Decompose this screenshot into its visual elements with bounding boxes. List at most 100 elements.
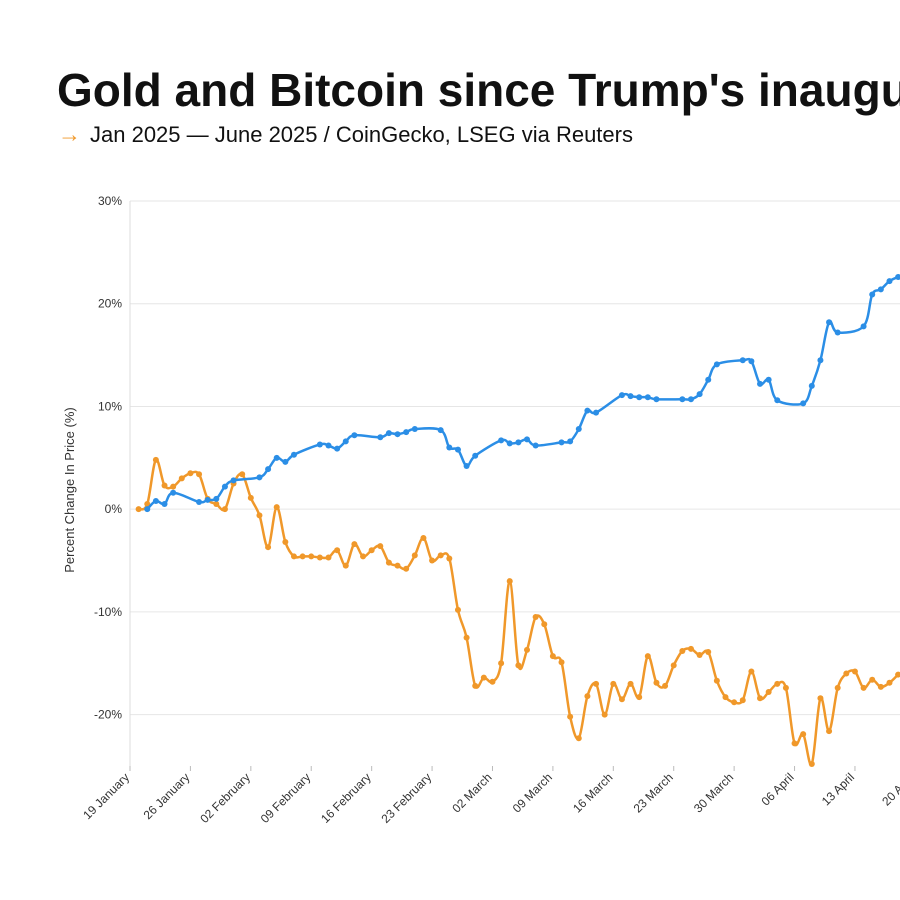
data-point <box>411 552 418 559</box>
data-point <box>316 441 323 448</box>
data-point <box>506 440 513 447</box>
data-point <box>808 760 815 767</box>
data-point <box>498 660 505 667</box>
data-point <box>290 451 297 458</box>
data-point <box>239 471 246 478</box>
data-point <box>342 438 349 445</box>
data-point <box>532 442 539 449</box>
y-axis-label: Percent Change In Price (%) <box>62 407 77 572</box>
data-point <box>593 409 600 416</box>
data-point <box>869 291 876 298</box>
data-point <box>834 684 841 691</box>
data-point <box>437 552 444 559</box>
data-point <box>213 495 220 502</box>
data-point <box>610 680 617 687</box>
data-point <box>377 434 384 441</box>
data-point <box>687 645 694 652</box>
data-point <box>558 659 565 666</box>
data-point <box>800 731 807 738</box>
x-tick-label: 26 January <box>141 770 193 822</box>
y-tick-label: -10% <box>94 605 122 619</box>
data-point <box>826 728 833 735</box>
data-point <box>860 323 867 330</box>
data-point <box>230 477 237 484</box>
data-point <box>196 471 203 478</box>
data-point <box>877 286 884 293</box>
data-point <box>722 694 729 701</box>
data-point <box>757 380 764 387</box>
x-tick-label: 16 February <box>318 770 374 826</box>
data-point <box>463 463 470 470</box>
data-point <box>187 470 194 477</box>
data-point <box>290 553 297 560</box>
data-point <box>817 695 824 702</box>
data-point <box>299 553 306 560</box>
x-tick-label: 09 March <box>510 770 555 815</box>
data-point <box>256 474 263 481</box>
data-point <box>437 427 444 434</box>
data-point <box>886 278 893 285</box>
x-tick-label: 20 April <box>879 770 900 808</box>
data-point <box>446 444 453 451</box>
y-tick-label: -20% <box>94 708 122 722</box>
data-point <box>817 357 824 364</box>
data-point <box>774 680 781 687</box>
data-point <box>273 454 280 461</box>
data-point <box>334 445 341 452</box>
data-point <box>515 662 522 669</box>
data-point <box>454 446 461 453</box>
data-point <box>170 483 177 490</box>
data-point <box>221 506 228 513</box>
data-point <box>618 392 625 399</box>
data-point <box>687 396 694 403</box>
data-point <box>480 674 487 681</box>
subtitle-arrow: → <box>58 121 81 147</box>
data-point <box>161 501 168 508</box>
data-point <box>506 578 513 585</box>
data-point <box>394 562 401 569</box>
data-point <box>636 694 643 701</box>
data-point <box>748 358 755 365</box>
data-point <box>644 653 651 660</box>
data-point <box>549 653 556 660</box>
data-point <box>567 713 574 720</box>
data-point <box>541 621 548 628</box>
data-point <box>498 437 505 444</box>
x-tick-label: 02 March <box>449 770 494 815</box>
data-point <box>739 357 746 364</box>
data-point <box>627 680 634 687</box>
data-point <box>178 475 185 482</box>
data-point <box>368 547 375 554</box>
data-point <box>653 679 660 686</box>
data-point <box>316 554 323 561</box>
data-point <box>351 541 358 548</box>
data-point <box>679 396 686 403</box>
data-point <box>826 319 833 326</box>
data-point <box>334 547 341 554</box>
y-tick-label: 20% <box>98 297 122 311</box>
data-point <box>618 696 625 703</box>
data-point <box>265 544 272 551</box>
data-point <box>765 689 772 696</box>
data-point <box>265 466 272 473</box>
data-point <box>403 429 410 436</box>
data-point <box>273 504 280 511</box>
data-point <box>204 496 211 503</box>
data-point <box>636 394 643 401</box>
data-point <box>558 439 565 446</box>
data-point <box>152 497 159 504</box>
data-point <box>532 614 539 621</box>
y-tick-label: 10% <box>98 399 122 413</box>
data-point <box>463 634 470 641</box>
data-point <box>593 680 600 687</box>
data-point <box>782 684 789 691</box>
data-point <box>877 683 884 690</box>
data-point <box>670 662 677 669</box>
x-tick-label: 23 February <box>379 770 435 826</box>
data-point <box>144 506 151 513</box>
data-point <box>420 534 427 541</box>
data-point <box>282 458 289 465</box>
data-point <box>860 684 867 691</box>
data-point <box>713 677 720 684</box>
